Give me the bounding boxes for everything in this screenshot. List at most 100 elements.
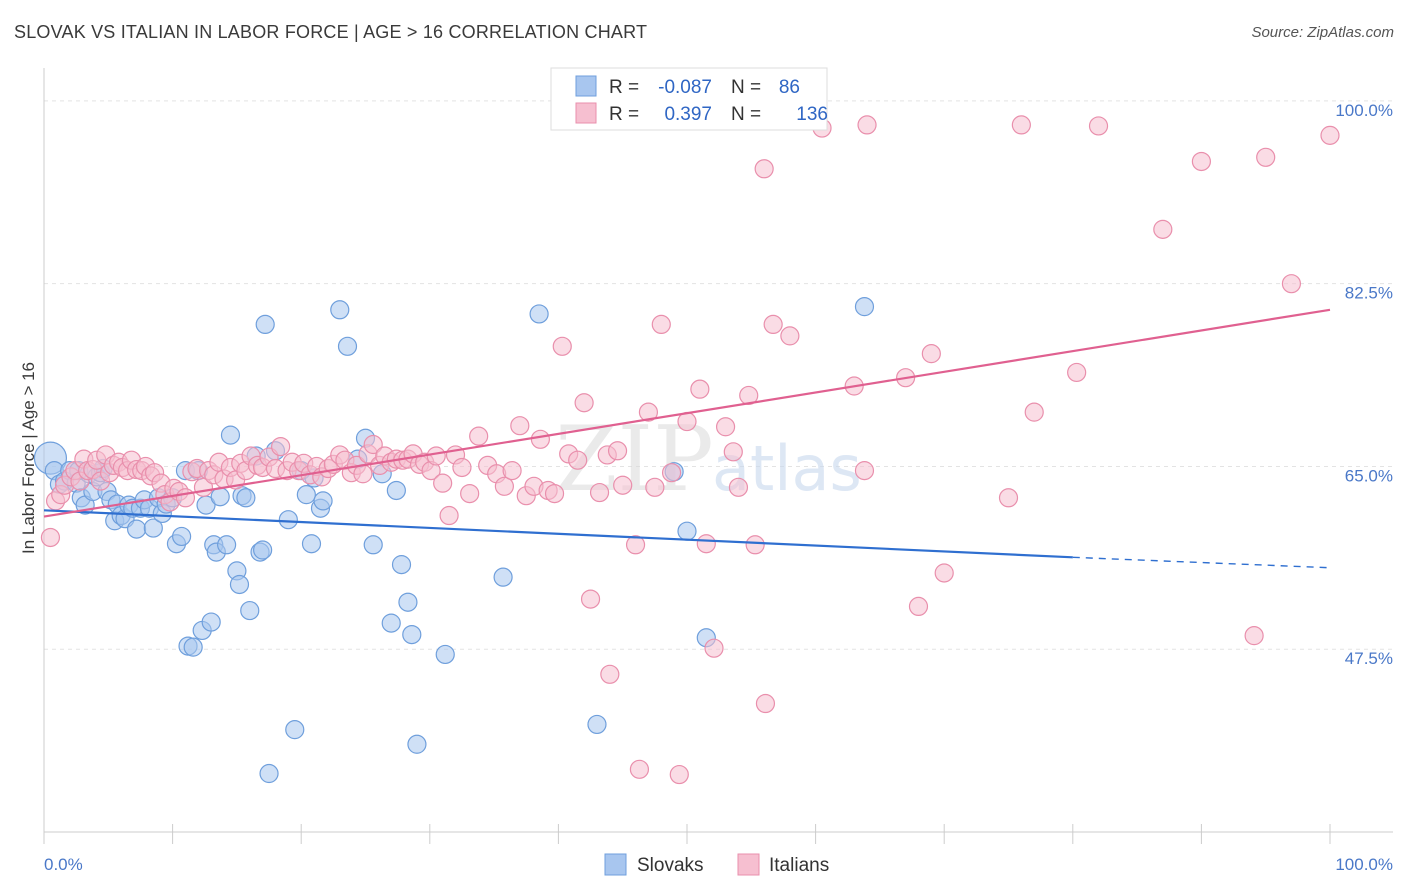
italian-point bbox=[1011, 115, 1031, 135]
italian-point bbox=[589, 482, 610, 503]
italian-point bbox=[439, 505, 459, 526]
slovak-point bbox=[240, 600, 260, 621]
italian-point bbox=[1024, 402, 1044, 422]
slovak-point bbox=[229, 574, 250, 595]
slovak-point bbox=[435, 644, 455, 665]
slovak-point bbox=[201, 612, 221, 632]
italian-point bbox=[669, 764, 689, 785]
italian-point bbox=[661, 463, 682, 483]
italian-point bbox=[651, 314, 671, 334]
slovak-point bbox=[363, 535, 383, 555]
slovak-point bbox=[529, 304, 549, 324]
italian-point bbox=[600, 664, 620, 684]
legend-slovak-r-value: -0.087 bbox=[658, 77, 712, 98]
legend-bottom-slovak-swatch bbox=[604, 853, 627, 876]
legend-bottom-slovak-label: Slovaks bbox=[637, 855, 704, 876]
italian-point bbox=[739, 385, 759, 406]
slovak-point bbox=[236, 488, 256, 508]
italian-point bbox=[625, 535, 646, 555]
italian-point bbox=[1256, 147, 1276, 167]
italian-point bbox=[568, 450, 588, 470]
y-tick-label: 47.5% bbox=[1345, 649, 1393, 668]
italian-point bbox=[426, 446, 446, 466]
legend-bottom-italian-swatch bbox=[737, 853, 760, 876]
italian-point bbox=[580, 589, 601, 609]
legend-slovak-swatch bbox=[575, 75, 597, 97]
legend-bottom: Slovaks Italians bbox=[604, 853, 829, 876]
slovak-point bbox=[381, 613, 401, 633]
slovak-point bbox=[255, 314, 275, 334]
y-tick-labels: 47.5% 65.0% 82.5% 100.0% bbox=[1335, 101, 1393, 668]
italian-point bbox=[921, 344, 941, 364]
italian-point bbox=[1244, 626, 1264, 646]
italian-point bbox=[723, 442, 743, 462]
slovak-point bbox=[313, 491, 333, 511]
italian-point bbox=[494, 476, 514, 496]
italian-point bbox=[1320, 125, 1340, 145]
italian-point bbox=[998, 488, 1019, 508]
slovak-point bbox=[253, 540, 273, 560]
italian-point bbox=[502, 461, 522, 481]
legend-italian-swatch bbox=[575, 102, 597, 124]
slovak-point bbox=[407, 734, 427, 754]
slovak-point bbox=[172, 526, 192, 547]
y-tick-label: 65.0% bbox=[1345, 466, 1393, 485]
slovak-point bbox=[143, 518, 163, 538]
italian-point bbox=[934, 563, 954, 583]
trend-lines bbox=[43, 308, 1331, 569]
italian-point bbox=[1191, 151, 1212, 172]
italian-point bbox=[530, 429, 550, 449]
italian-point bbox=[460, 484, 480, 504]
italian-point bbox=[728, 477, 749, 497]
slovak-point bbox=[391, 555, 412, 575]
legend-italian-r-label: R = bbox=[609, 104, 639, 125]
x-tick-max: 100.0% bbox=[1335, 855, 1393, 874]
slovak-point bbox=[386, 480, 406, 501]
italian-point bbox=[544, 484, 565, 504]
italian-point bbox=[1067, 362, 1087, 383]
italian-point bbox=[854, 461, 875, 481]
italian-point bbox=[754, 159, 774, 179]
legend-slovak-n-label: N = bbox=[731, 77, 761, 98]
italian-point bbox=[780, 326, 800, 346]
slovak-point bbox=[220, 425, 241, 445]
legend-slovak-r-label: R = bbox=[609, 77, 639, 98]
slovak-point bbox=[330, 300, 350, 320]
slovak-point bbox=[126, 519, 147, 539]
slovak-point bbox=[587, 714, 607, 735]
italian-point bbox=[1281, 274, 1302, 294]
legend-top-box bbox=[550, 67, 828, 131]
italian-point bbox=[755, 693, 776, 714]
italian-point bbox=[613, 475, 633, 495]
italian-point bbox=[638, 402, 659, 422]
slovak-point bbox=[301, 534, 322, 554]
italian-point bbox=[696, 534, 716, 554]
italian-trend-line bbox=[43, 308, 1331, 518]
italian-point bbox=[353, 464, 373, 484]
slovak-point bbox=[677, 521, 697, 541]
slovak-point bbox=[210, 487, 230, 507]
legend-top: R = -0.087 N = 86 R = 0.397 N = 136 bbox=[550, 67, 828, 131]
italian-point bbox=[1088, 116, 1109, 136]
slovak-point bbox=[183, 637, 203, 657]
italian-point bbox=[745, 535, 765, 555]
slovak-point bbox=[398, 592, 418, 612]
slovak-point bbox=[296, 485, 316, 505]
slovak-point bbox=[402, 624, 422, 645]
gridlines bbox=[44, 100, 1393, 650]
slovak-point bbox=[259, 763, 279, 784]
italian-point bbox=[1153, 219, 1173, 239]
italian-point bbox=[469, 426, 489, 446]
italian-point bbox=[607, 441, 628, 461]
legend-slovak-n-value: 86 bbox=[779, 77, 800, 98]
slovak-point bbox=[854, 297, 875, 317]
italian-point bbox=[271, 437, 291, 457]
slovak-point bbox=[217, 535, 237, 555]
legend-italian-r-value: 0.397 bbox=[664, 104, 712, 125]
italian-point bbox=[763, 314, 783, 334]
italian-point bbox=[908, 596, 929, 617]
italian-point bbox=[857, 115, 877, 135]
legend-italian-n-label: N = bbox=[731, 104, 761, 125]
italian-point bbox=[510, 416, 530, 436]
